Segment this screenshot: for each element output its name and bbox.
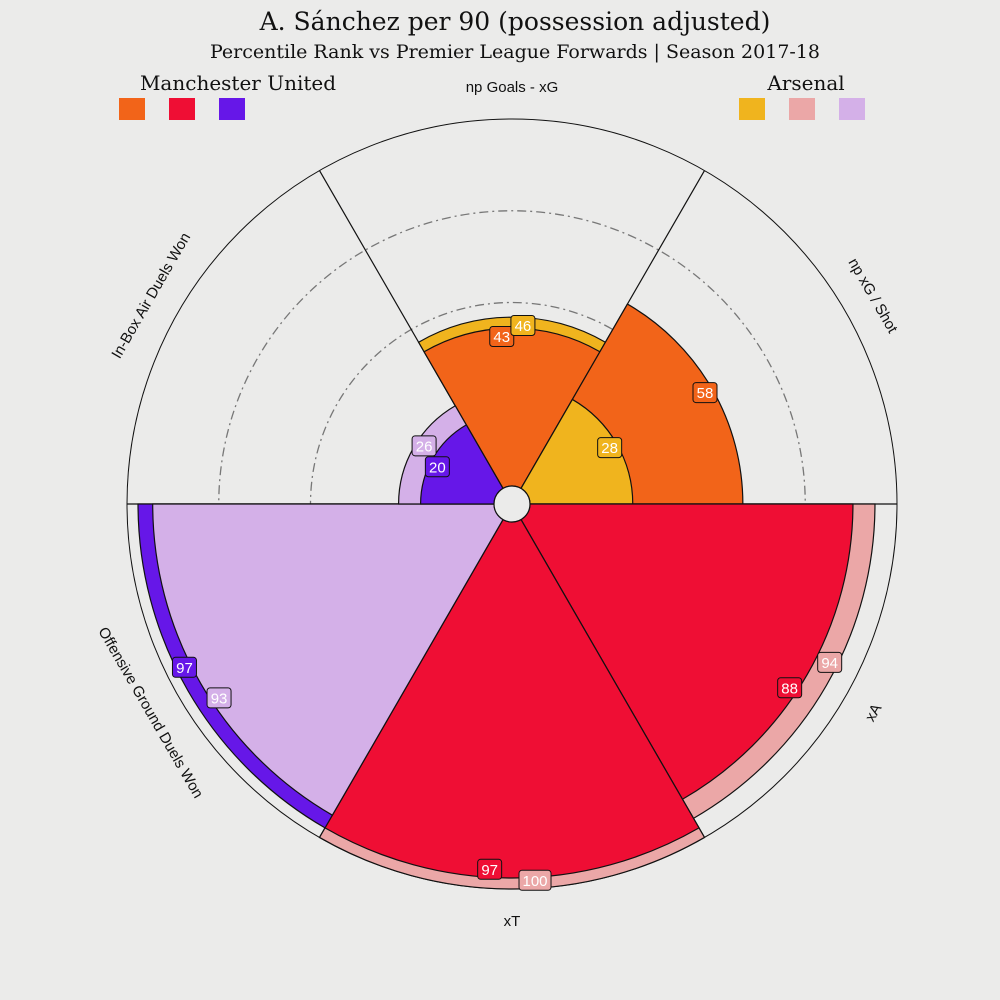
param-label: np Goals - xG xyxy=(466,79,559,96)
value-label-text: 100 xyxy=(522,873,547,890)
value-label-box xyxy=(424,456,450,478)
value-label-text: 97 xyxy=(481,862,498,879)
value-label-box xyxy=(510,315,536,337)
value-label-text: 43 xyxy=(493,329,510,346)
value-label-man-utd: 20 xyxy=(424,456,450,478)
value-label-arsenal: 46 xyxy=(510,315,536,337)
value-label-box xyxy=(777,677,803,699)
slices xyxy=(137,303,876,890)
value-label-man-utd: 43 xyxy=(489,326,515,348)
legend-swatch xyxy=(219,98,245,120)
chart-subtitle: Percentile Rank vs Premier League Forwar… xyxy=(210,41,820,63)
value-label-box xyxy=(692,382,718,404)
value-label-box xyxy=(171,656,197,678)
legend-swatch xyxy=(789,98,815,120)
value-label-box xyxy=(411,435,437,457)
param-label: xA xyxy=(862,701,885,725)
value-label-arsenal: 94 xyxy=(817,651,843,673)
legend: Manchester United Arsenal xyxy=(119,71,865,120)
value-label-text: 28 xyxy=(601,440,618,457)
param-label: xT xyxy=(504,913,521,930)
legend-swatch xyxy=(739,98,765,120)
value-label-box xyxy=(817,651,843,673)
value-label-text: 20 xyxy=(429,459,446,476)
value-label-text: 46 xyxy=(515,318,532,335)
value-label-box xyxy=(206,687,232,709)
value-label-arsenal: 28 xyxy=(597,437,623,459)
value-label-box xyxy=(489,326,515,348)
legend-label: Manchester United xyxy=(140,71,336,95)
legend-swatch xyxy=(169,98,195,120)
value-label-text: 26 xyxy=(416,438,433,455)
value-label-man-utd: 58 xyxy=(692,382,718,404)
value-label-man-utd: 97 xyxy=(171,656,197,678)
value-label-text: 97 xyxy=(176,660,193,677)
param-label: In-Box Air Duels Won xyxy=(108,230,194,362)
legend-label: Arsenal xyxy=(766,71,844,95)
value-label-box xyxy=(518,869,552,891)
legend-swatch xyxy=(839,98,865,120)
center-hub xyxy=(493,485,531,523)
value-label-text: 88 xyxy=(781,680,798,697)
value-label-arsenal: 26 xyxy=(411,435,437,457)
value-label-text: 93 xyxy=(211,690,228,707)
value-label-arsenal: 93 xyxy=(206,687,232,709)
value-label-man-utd: 97 xyxy=(477,858,503,880)
legend-swatch xyxy=(119,98,145,120)
value-label-box xyxy=(597,437,623,459)
chart-title: A. Sánchez per 90 (possession adjusted) xyxy=(259,7,771,36)
value-label-man-utd: 88 xyxy=(777,677,803,699)
value-label-text: 94 xyxy=(821,655,838,672)
value-labels: 43 46 58 28 88 94 97 100 97 93 20 26 xyxy=(171,315,843,891)
value-label-arsenal: 100 xyxy=(518,869,552,891)
value-label-text: 58 xyxy=(697,385,714,402)
value-label-box xyxy=(477,858,503,880)
